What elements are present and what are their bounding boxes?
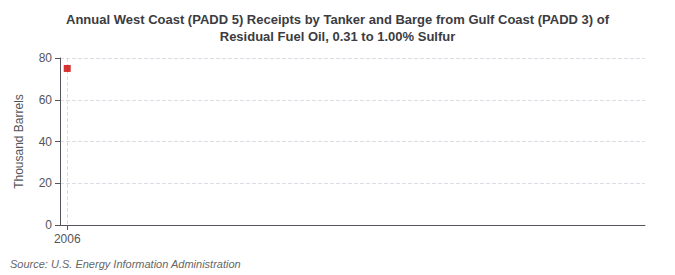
svg-text:2006: 2006 <box>54 232 81 246</box>
svg-text:60: 60 <box>39 93 53 107</box>
svg-text:20: 20 <box>39 176 53 190</box>
svg-text:80: 80 <box>39 51 53 65</box>
svg-text:Thousand Barrels: Thousand Barrels <box>12 94 26 189</box>
svg-text:Residual Fuel Oil, 0.31 to 1.0: Residual Fuel Oil, 0.31 to 1.00% Sulfur <box>220 29 456 44</box>
svg-text:Annual West Coast (PADD 5) Rec: Annual West Coast (PADD 5) Receipts by T… <box>66 12 610 27</box>
svg-text:Source: U.S. Energy Informatio: Source: U.S. Energy Information Administ… <box>10 258 241 270</box>
svg-text:40: 40 <box>39 135 53 149</box>
svg-text:0: 0 <box>45 218 52 232</box>
